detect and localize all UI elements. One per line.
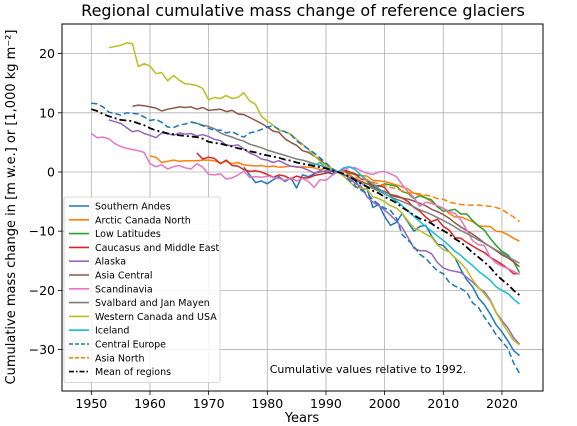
legend-box [63, 196, 221, 383]
y-tick-label: 20 [39, 46, 55, 61]
x-tick-label: 1960 [134, 396, 166, 411]
x-tick-label: 1970 [193, 396, 225, 411]
x-axis-label: Years [284, 411, 320, 426]
x-axis-ticks: 1950 1960 1970 1980 1990 2000 2010 2020 [75, 391, 518, 411]
series-line-mean-of-regions [91, 108, 521, 296]
series-line-asia-north [337, 171, 520, 223]
x-tick-label: 2000 [369, 396, 401, 411]
chart-title: Regional cumulative mass change of refer… [81, 1, 525, 20]
y-tick-label: −20 [29, 283, 55, 298]
x-tick-label: 1980 [251, 396, 283, 411]
x-tick-label: 2020 [486, 396, 518, 411]
legend-label: Low Latitudes [95, 229, 161, 240]
series-line-alaska [108, 119, 521, 345]
series-line-scandinavia [90, 132, 520, 276]
y-axis-ticks: −30 −20 −10 0 10 20 [29, 46, 62, 357]
series-line-central-europe [91, 102, 521, 374]
y-tick-label: 0 [47, 164, 55, 179]
legend-label: Central Europe [95, 340, 166, 351]
series-line-western-canada-and-usa [108, 42, 520, 346]
y-axis-label: Cumulative mass change in [m w.e.] or [1… [4, 30, 19, 385]
legend-label: Arctic Canada North [95, 215, 191, 226]
series-line-iceland [308, 161, 520, 305]
legend-label: Iceland [95, 326, 129, 337]
annotation-text: Cumulative values relative to 1992. [270, 363, 467, 376]
series-line-caucasus-and-middle-east [196, 152, 520, 275]
x-tick-label: 1950 [75, 396, 107, 411]
plot-frame [61, 23, 544, 392]
legend-label: Caucasus and Middle East [95, 243, 220, 254]
y-tick-label: 10 [39, 105, 55, 120]
x-tick-label: 2010 [427, 396, 459, 411]
legend-label: Asia Central [95, 271, 153, 282]
x-tick-label: 1990 [310, 396, 342, 411]
legend-label: Western Canada and USA [95, 312, 217, 323]
legend-label: Svalbard and Jan Mayen [95, 298, 210, 309]
y-tick-label: −30 [29, 342, 55, 357]
series-lines [90, 42, 521, 374]
y-tick-label: −10 [29, 224, 55, 239]
legend-label: Southern Andes [95, 202, 171, 213]
legend-label: Scandinavia [95, 284, 153, 295]
series-line-svalbard-and-jan-mayen [190, 120, 520, 264]
legend-label: Mean of regions [95, 367, 171, 378]
legend-label: Alaska [95, 257, 126, 268]
legend-label: Asia North [95, 353, 145, 364]
legend: Southern Andes Arctic Canada North Low Lat… [63, 196, 221, 383]
